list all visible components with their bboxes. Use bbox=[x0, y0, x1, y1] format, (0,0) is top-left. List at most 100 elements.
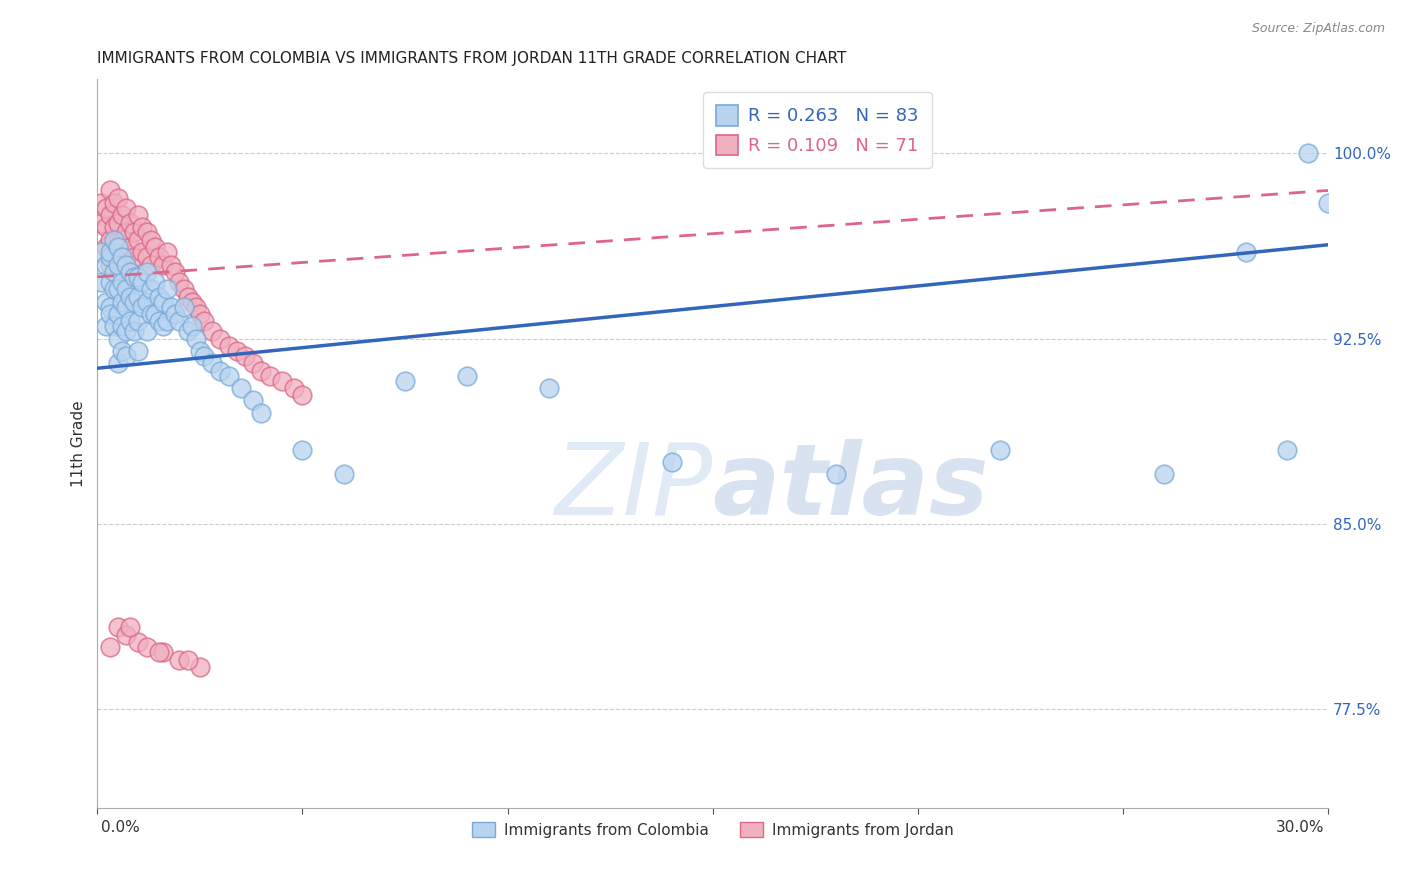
Point bbox=[94, 240, 117, 254]
Point bbox=[120, 620, 142, 634]
Point bbox=[188, 307, 211, 321]
Point bbox=[115, 282, 138, 296]
Point bbox=[152, 319, 174, 334]
Point bbox=[139, 233, 162, 247]
Point bbox=[152, 258, 174, 272]
Point bbox=[103, 195, 125, 210]
Point bbox=[169, 314, 191, 328]
Point bbox=[988, 442, 1011, 457]
Point bbox=[107, 332, 129, 346]
Point bbox=[1153, 467, 1175, 482]
Point bbox=[111, 208, 134, 222]
Legend: Immigrants from Colombia, Immigrants from Jordan: Immigrants from Colombia, Immigrants fro… bbox=[465, 815, 959, 844]
Point bbox=[127, 635, 149, 649]
Point bbox=[124, 324, 146, 338]
Point bbox=[124, 269, 146, 284]
Point bbox=[98, 184, 121, 198]
Point bbox=[111, 319, 134, 334]
Point bbox=[103, 282, 125, 296]
Point bbox=[98, 208, 121, 222]
Point bbox=[291, 388, 314, 402]
Point bbox=[107, 282, 129, 296]
Point bbox=[169, 275, 191, 289]
Text: Source: ZipAtlas.com: Source: ZipAtlas.com bbox=[1251, 22, 1385, 36]
Point bbox=[139, 258, 162, 272]
Point bbox=[127, 314, 149, 328]
Point bbox=[103, 245, 125, 260]
Point bbox=[160, 300, 183, 314]
Point bbox=[233, 349, 256, 363]
Point bbox=[250, 364, 273, 378]
Point bbox=[111, 275, 134, 289]
Point bbox=[143, 240, 166, 254]
Point bbox=[107, 356, 129, 370]
Point bbox=[165, 265, 187, 279]
Point bbox=[156, 245, 179, 260]
Point bbox=[94, 258, 117, 272]
Point bbox=[103, 319, 125, 334]
Point bbox=[250, 406, 273, 420]
Point bbox=[111, 275, 134, 289]
Point bbox=[124, 250, 146, 264]
Point bbox=[139, 282, 162, 296]
Point bbox=[184, 332, 207, 346]
Point bbox=[180, 319, 202, 334]
Point bbox=[90, 195, 112, 210]
Point bbox=[120, 240, 142, 254]
Point bbox=[188, 343, 211, 358]
Point bbox=[291, 442, 314, 457]
Text: 30.0%: 30.0% bbox=[1275, 820, 1324, 835]
Point bbox=[143, 275, 166, 289]
Point bbox=[98, 307, 121, 321]
Point bbox=[131, 220, 153, 235]
Point bbox=[115, 300, 138, 314]
Point bbox=[115, 250, 138, 264]
Point bbox=[107, 233, 129, 247]
Point bbox=[135, 294, 157, 309]
Point bbox=[229, 381, 252, 395]
Point bbox=[98, 258, 121, 272]
Point bbox=[201, 356, 224, 370]
Point bbox=[139, 307, 162, 321]
Point bbox=[135, 324, 157, 338]
Point bbox=[120, 265, 142, 279]
Point bbox=[120, 216, 142, 230]
Point bbox=[107, 191, 129, 205]
Point bbox=[160, 258, 183, 272]
Point bbox=[188, 660, 211, 674]
Point bbox=[148, 250, 170, 264]
Point bbox=[94, 201, 117, 215]
Point bbox=[332, 467, 354, 482]
Point bbox=[120, 314, 142, 328]
Point bbox=[225, 343, 247, 358]
Text: ZIP: ZIP bbox=[554, 439, 713, 536]
Point bbox=[394, 374, 416, 388]
Point bbox=[107, 307, 129, 321]
Point bbox=[242, 393, 264, 408]
Point bbox=[169, 652, 191, 666]
Point bbox=[111, 233, 134, 247]
Point bbox=[176, 324, 198, 338]
Point bbox=[193, 349, 215, 363]
Point bbox=[143, 307, 166, 321]
Point bbox=[1234, 245, 1257, 260]
Point bbox=[98, 233, 121, 247]
Point bbox=[115, 349, 138, 363]
Point bbox=[98, 250, 121, 264]
Point bbox=[120, 290, 142, 304]
Point bbox=[156, 282, 179, 296]
Point bbox=[218, 368, 240, 383]
Point bbox=[94, 220, 117, 235]
Point bbox=[242, 356, 264, 370]
Point bbox=[115, 201, 138, 215]
Point bbox=[90, 245, 112, 260]
Point bbox=[103, 265, 125, 279]
Point bbox=[111, 343, 134, 358]
Point bbox=[90, 216, 112, 230]
Point bbox=[127, 343, 149, 358]
Point bbox=[127, 233, 149, 247]
Point bbox=[98, 245, 121, 260]
Point bbox=[184, 300, 207, 314]
Point bbox=[124, 294, 146, 309]
Point bbox=[1317, 195, 1340, 210]
